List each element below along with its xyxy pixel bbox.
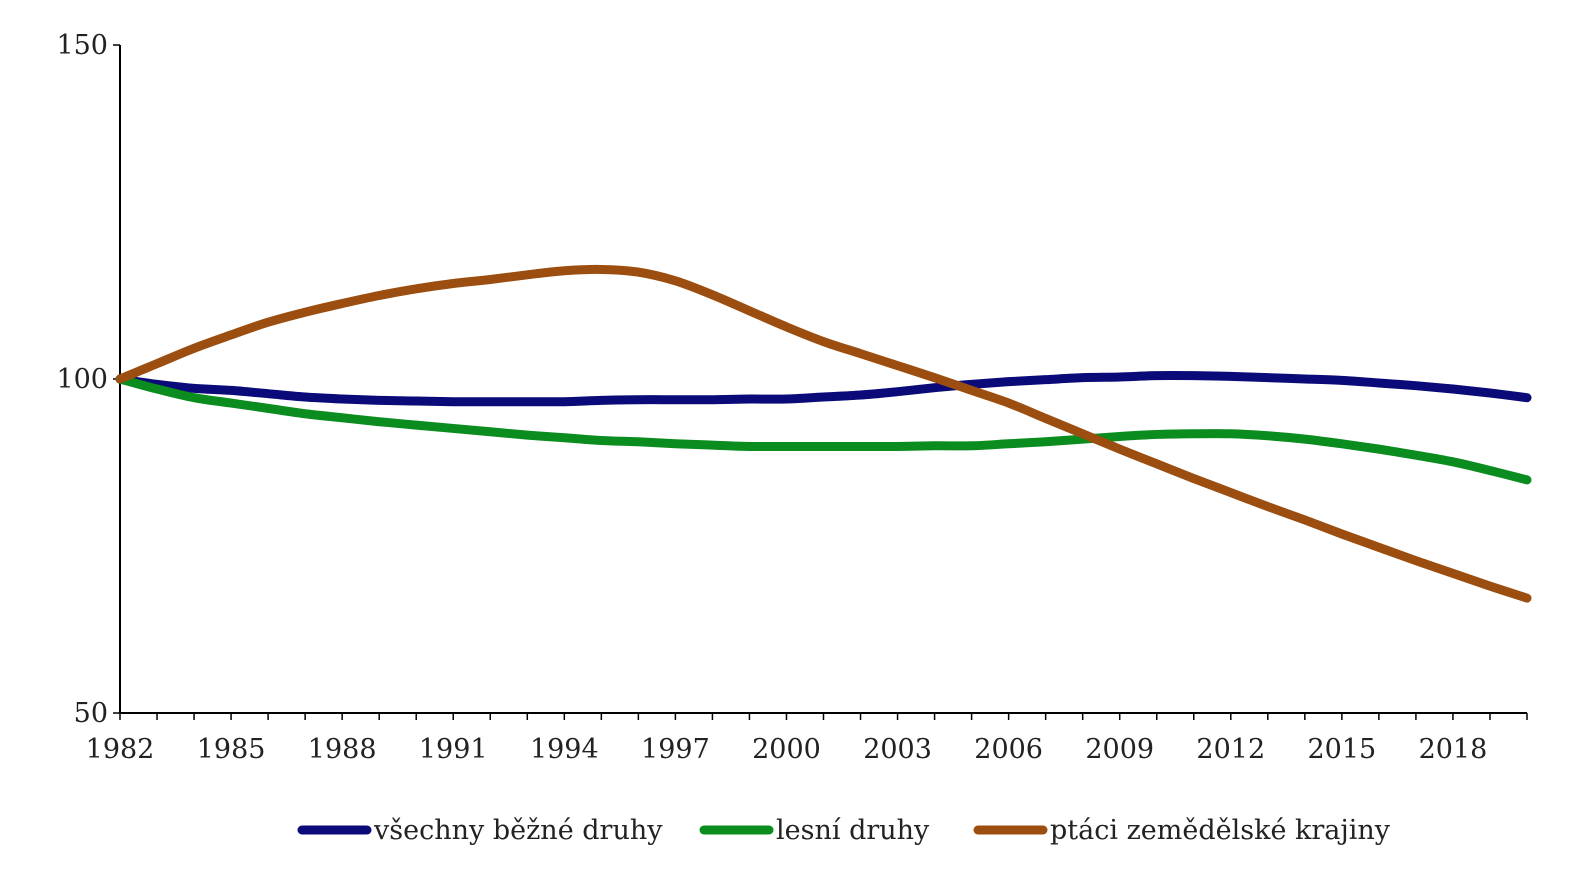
chart-legend: všechny běžné druhy lesní druhy ptáci země… [297, 815, 1391, 846]
x-tick-label: 2018 [1419, 734, 1488, 765]
y-tick-label: 50 [74, 698, 108, 729]
x-tick-label: 1985 [197, 734, 266, 765]
x-tick-label: 2006 [974, 734, 1043, 765]
x-tick-label: 2015 [1308, 734, 1377, 765]
series-line-3 [115, 264, 1532, 603]
x-tick-label: 2012 [1196, 734, 1265, 765]
x-tick-label: 2003 [863, 734, 932, 765]
x-tick-label: 2000 [752, 734, 821, 765]
legend-label-1: všechny běžné druhy [373, 815, 663, 846]
x-tick-label: 2009 [1085, 734, 1154, 765]
series-line-1 [115, 371, 1532, 407]
chart-series [115, 264, 1532, 603]
y-tick-label: 100 [56, 364, 108, 395]
series-line-2 [115, 374, 1532, 485]
x-tick-label: 1991 [419, 734, 488, 765]
chart-axes: 50 100 150 1982 1985 1988 1991 1994 1997 2000 2003… [56, 30, 1528, 765]
x-tick-label: 1994 [530, 734, 599, 765]
x-tick-label: 1982 [86, 734, 155, 765]
x-tick-label: 1988 [308, 734, 377, 765]
x-tick-label: 1997 [641, 734, 710, 765]
legend-label-2: lesní druhy [776, 815, 930, 846]
legend-label-3: ptáci zemědělské krajiny [1050, 815, 1391, 846]
y-tick-label: 150 [56, 30, 108, 61]
